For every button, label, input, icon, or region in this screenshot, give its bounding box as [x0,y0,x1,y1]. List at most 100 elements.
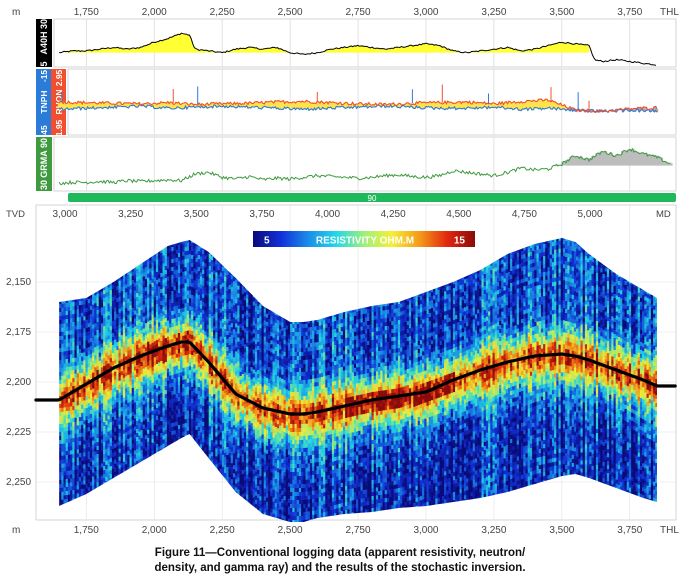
crossover-fill-segment [200,103,204,106]
neutron-density-track-frame [67,68,677,136]
crossover-fill-segment [165,103,168,107]
crossover-fill-segment [476,102,479,109]
crossover-fill-segment [83,103,87,110]
crossover-fill-segment [398,103,402,109]
crossover-fill-segment [343,103,346,108]
crossover-fill-segment [534,101,538,108]
crossover-fill-segment [510,103,513,109]
crossover-fill-segment [305,100,308,110]
crossover-fill-segment [59,100,62,109]
crossover-fill-segment [170,102,174,110]
resistivity-track-label: A40H [39,31,49,54]
gamma-scale-max: 90 [39,138,49,148]
crossover-fill-segment [211,102,214,108]
crossover-fill-segment [328,101,331,108]
crossover-fill-segment [461,101,464,109]
density-scale-left: 1.95 [54,119,64,136]
crossover-fill-segment [80,103,84,108]
crossover-fill-segment [628,109,632,112]
neutron-scale-right: -15 [39,70,49,83]
crossover-fill-segment [241,103,244,107]
crossover-fill-segment [178,104,182,109]
crossover-fill-segment [650,108,653,112]
crossover-fill-segment [415,101,418,106]
crossover-fill-segment [267,101,270,108]
crossover-fill-segment [324,102,327,109]
crossover-fill-segment [405,102,409,107]
crossover-fill-segment [114,104,118,109]
crossover-fill-segment [102,103,106,108]
crossover-fill-segment [407,102,410,107]
crossover-fill-segment [470,103,474,109]
crossover-fill-segment [188,105,191,107]
crossover-fill-segment [325,101,329,110]
crossover-fill-segment [265,101,269,108]
crossover-fill-segment [654,106,657,111]
crossover-fill-segment [632,108,636,112]
md-label: MD [656,209,671,220]
crossover-fill-segment [116,102,119,106]
crossover-fill-segment [589,109,592,113]
crossover-fill-segment [527,100,531,109]
crossover-fill-segment [282,100,285,110]
crossover-fill-segment [90,102,94,109]
crossover-fill-segment [423,102,426,109]
crossover-fill-segment [186,105,190,107]
crossover-fill-segment [275,101,278,109]
inversion-section: TVD MD 3,000 3,250 3,500 3,750 4,000 4,250 4,5… [6,204,679,536]
crossover-fill-segment [258,102,262,109]
crossover-fill-segment [224,103,228,106]
crossover-fill-segment [523,102,527,109]
crossover-fill-segment [439,102,443,108]
crossover-fill-segment [273,100,277,107]
crossover-fill-segment [238,103,242,108]
crossover-fill-segment [60,102,64,108]
crossover-fill-segment [610,109,614,112]
md-tick-label: 3,500 [184,209,209,220]
density-header-box [51,69,66,135]
crossover-fill-segment [367,102,371,107]
crossover-fill-segment [292,101,296,108]
crossover-fill-segment [474,103,478,108]
crossover-fill-segment [286,101,289,108]
crossover-fill-segment [392,102,395,107]
crossover-fill-segment [75,103,79,109]
crossover-fill-segment [344,102,348,109]
crossover-fill-segment [195,104,198,107]
crossover-fill-segment [212,102,216,105]
crossover-fill-segment [154,103,157,109]
crossover-fill-segment [118,101,122,107]
crossover-fill-segment [127,102,130,108]
crossover-fill-segment [465,101,469,109]
crossover-fill-segment [152,102,156,109]
crossover-fill-segment [421,102,425,109]
crossover-fill-segment [201,104,205,108]
crossover-fill-segment [371,104,375,107]
crossover-fill-segment [397,103,401,108]
tvd-label: TVD [6,209,25,220]
crossover-fill-segment [176,103,179,107]
crossover-fill-segment [419,101,422,109]
crossover-fill-segment [633,108,637,112]
crossover-fill-segment [245,102,248,106]
crossover-fill-segment [163,102,167,108]
crossover-fill-segment [368,104,372,107]
crossover-fill-segment [184,102,187,107]
crossover-fill-segment [106,101,110,109]
crossover-fill-segment [436,101,440,109]
neutron-header-box [36,69,51,135]
crossover-fill-segment [277,100,281,110]
crossover-fill-segment [136,103,140,107]
crossover-fill-segment [511,102,515,110]
crossover-fill-segment [526,100,530,111]
crossover-fill-segment [123,102,126,107]
crossover-fill-segment [440,103,444,109]
crossover-fill-segment [417,101,421,107]
crossover-fill-segment [63,101,66,110]
crossover-fill-segment [638,107,641,112]
crossover-fill-segment [296,101,300,109]
crossover-fill-segment [559,103,562,110]
crossover-fill-segment [220,104,224,107]
gamma-ray-track: GRMA 30 90 [36,136,677,192]
crossover-fill-segment [450,102,454,108]
